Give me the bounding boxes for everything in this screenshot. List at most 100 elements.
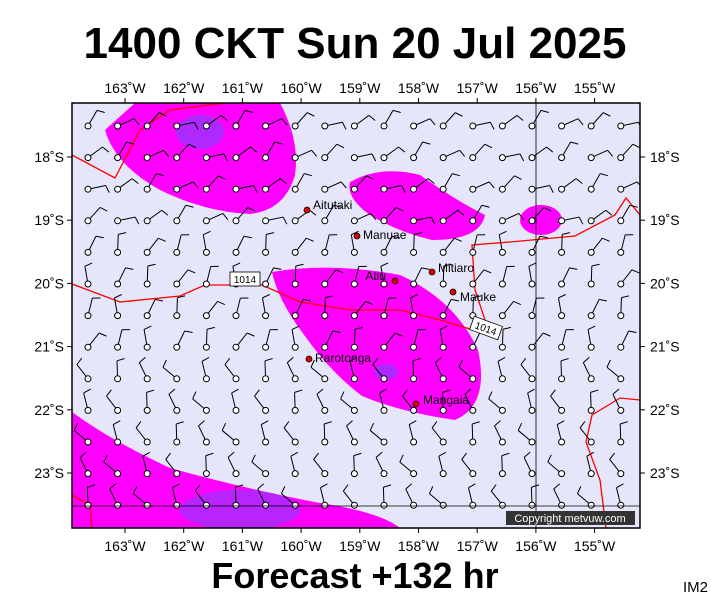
barb-station [322,502,328,508]
barb-station [292,376,298,382]
barb-station [115,439,121,445]
barb-station [144,502,150,508]
barb-station [470,281,476,287]
barb-station [381,155,387,161]
barb-station [559,471,565,477]
barb-station [322,218,328,224]
barb-station [174,407,180,413]
lon-label: 162˚W [163,80,205,96]
barb-station [203,281,209,287]
barb-station [529,249,535,255]
barb-station [203,155,209,161]
barb-station [440,155,446,161]
barb-station [588,155,594,161]
barb-station [440,471,446,477]
lon-label: 161˚W [222,538,264,554]
barb-station [381,218,387,224]
barb-station [115,471,121,477]
barb-station [499,186,505,192]
lon-label: 158˚W [398,80,440,96]
barb-station [499,218,505,224]
barb-station [174,281,180,287]
barb-station [588,502,594,508]
barb-station [174,344,180,350]
lon-label: 156˚W [515,538,557,554]
barb-station [499,249,505,255]
barb-station [263,155,269,161]
barb-station [529,186,535,192]
barb-station [411,186,417,192]
barb-station [440,502,446,508]
lat-label: 18˚S [34,149,64,165]
island [306,356,312,362]
barb-station [174,439,180,445]
barb-station [233,218,239,224]
barb-station [174,502,180,508]
barb-station [381,249,387,255]
barb-station [203,186,209,192]
place-name: Mauke [460,290,496,304]
island [354,233,360,239]
rain-area [520,205,562,235]
barb-station [470,407,476,413]
lon-label: 159˚W [339,80,381,96]
barb-station [233,471,239,477]
lat-label: 22˚S [34,402,64,418]
barb-station [618,313,624,319]
barb-station [529,123,535,129]
barb-station [203,439,209,445]
barb-station [470,123,476,129]
barb-station [381,123,387,129]
barb-station [292,313,298,319]
barb-station [529,218,535,224]
barb-station [115,344,121,350]
barb-station [115,249,121,255]
barb-station [588,407,594,413]
barb-station [174,186,180,192]
barb-station [233,249,239,255]
island [304,207,310,213]
copyright: Copyright metvuw.com [514,513,625,525]
barb-station [203,471,209,477]
barb-station [115,155,121,161]
barb-station [115,123,121,129]
barb-station [292,407,298,413]
island [450,289,456,295]
barb-station [499,123,505,129]
barb-station [470,376,476,382]
barb-station [440,313,446,319]
barb-station [263,344,269,350]
isobar-value: 1014 [234,275,257,286]
barb-station [618,218,624,224]
lon-label: 161˚W [222,80,264,96]
barb-station [588,471,594,477]
barb-station [174,155,180,161]
barb-station [292,123,298,129]
barb-station [588,123,594,129]
barb-station [351,186,357,192]
barb-station [203,502,209,508]
barb-station [381,502,387,508]
barb-station [411,218,417,224]
barb-station [85,439,91,445]
barb-station [322,123,328,129]
barb-station [559,407,565,413]
lon-label: 162˚W [163,538,205,554]
barb-station [203,344,209,350]
barb-station [529,502,535,508]
barb-station [588,439,594,445]
barb-station [322,376,328,382]
barb-station [559,502,565,508]
barb-station [174,376,180,382]
barb-station [470,439,476,445]
isobar-label: 1014 [230,272,260,286]
lat-label: 23˚S [650,465,680,481]
barb-station [470,471,476,477]
barb-station [559,344,565,350]
barb-station [618,344,624,350]
barb-station [559,281,565,287]
barb-station [499,281,505,287]
barb-station [263,407,269,413]
title: 1400 CKT Sun 20 Jul 2025 [84,19,627,68]
barb-station [618,376,624,382]
